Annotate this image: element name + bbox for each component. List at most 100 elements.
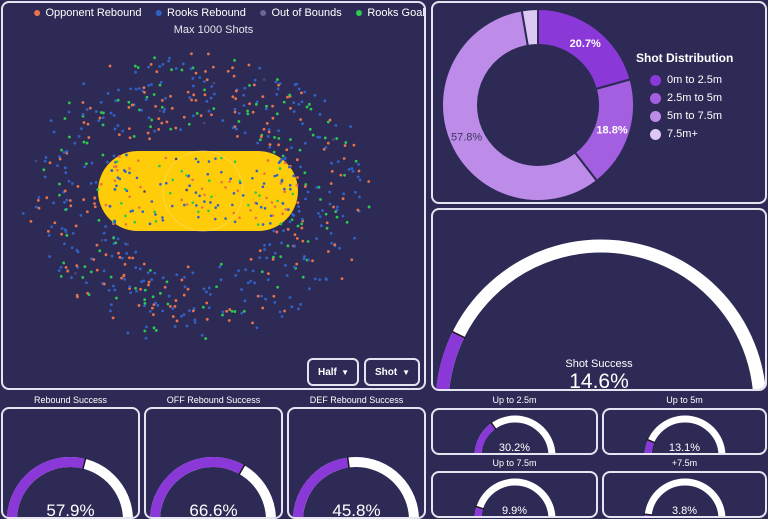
shot-point: [212, 66, 215, 69]
shot-point: [220, 181, 223, 184]
shot-point: [192, 309, 195, 312]
shot-point: [268, 146, 271, 149]
shot-point: [148, 116, 151, 119]
shot-point: [255, 217, 258, 220]
shot-point: [296, 237, 299, 240]
shot-point: [292, 101, 295, 104]
shot-point: [234, 108, 237, 111]
shot-point: [271, 201, 274, 204]
shot-point: [249, 209, 252, 212]
shot-point: [289, 184, 292, 187]
shot-point: [185, 189, 188, 192]
shot-point: [292, 193, 295, 196]
shot-point: [286, 274, 289, 277]
shot-point: [143, 330, 146, 333]
shot-point: [325, 277, 328, 280]
shot-point: [139, 186, 142, 189]
rebound-success-label: Rebound Success: [1, 395, 140, 405]
shot-point: [214, 218, 217, 221]
shot-point: [35, 160, 38, 163]
shot-point: [60, 233, 63, 236]
shot-point: [116, 169, 119, 172]
shot-point: [330, 182, 333, 185]
shot-point: [90, 182, 93, 185]
over-7.5m-value: 3.8%: [604, 505, 765, 517]
half-dropdown[interactable]: Half ▼: [307, 358, 359, 386]
shot-point: [71, 182, 74, 185]
shot-point: [144, 302, 147, 305]
shot-point: [258, 256, 261, 259]
shot-point: [297, 225, 300, 228]
shot-point: [186, 203, 189, 206]
legend-item-7.5m-plus[interactable]: 7.5m+: [636, 125, 733, 143]
shot-point: [82, 113, 85, 116]
shot-point: [37, 199, 40, 202]
shot-point: [155, 220, 158, 223]
shot-point: [283, 101, 286, 104]
shot-point: [180, 315, 183, 318]
shot-point: [253, 83, 256, 86]
shot-point: [330, 162, 333, 165]
shot-point: [76, 249, 79, 252]
shot-point: [203, 287, 206, 290]
shot-point: [121, 130, 124, 133]
shot-point: [260, 295, 263, 298]
shot-point: [153, 130, 156, 133]
shot-point: [279, 182, 282, 185]
shot-point: [93, 202, 96, 205]
shot-point: [117, 124, 120, 127]
shot-point: [196, 112, 199, 115]
shot-point: [210, 113, 213, 116]
shot-point: [294, 233, 297, 236]
shot-point: [131, 257, 134, 260]
shot-point: [158, 109, 161, 112]
legend-item-5-7.5m[interactable]: 5m to 7.5m: [636, 107, 733, 125]
shot-point: [129, 291, 132, 294]
shot-point: [154, 105, 157, 108]
shot-point: [114, 179, 117, 182]
shot-point: [299, 118, 302, 121]
shot-point: [329, 119, 332, 122]
donut-slice-label: 20.7%: [570, 38, 601, 50]
shot-point: [281, 179, 284, 182]
shot-point: [314, 94, 317, 97]
shot-point: [58, 194, 61, 197]
shot-point: [350, 258, 353, 261]
shot-point: [263, 182, 266, 185]
shot-point: [209, 293, 212, 296]
shot-point: [279, 310, 282, 313]
shot-point: [98, 249, 101, 252]
shot-point: [147, 271, 150, 274]
shot-point: [208, 179, 211, 182]
legend-item-0-2.5m[interactable]: 0m to 2.5m: [636, 71, 733, 89]
shot-point: [207, 209, 210, 212]
shot-type-dropdown[interactable]: Shot ▼: [364, 358, 420, 386]
shot-point: [121, 257, 124, 260]
shot-point: [288, 166, 291, 169]
def-rebound-success-label: DEF Rebound Success: [287, 395, 426, 405]
shot-point: [318, 278, 321, 281]
shot-point: [286, 96, 289, 99]
shot-point: [332, 206, 335, 209]
shot-point: [301, 218, 304, 221]
legend-swatch: [650, 75, 661, 86]
shot-point: [290, 146, 293, 149]
up-to-2.5m-panel: Up to 2.5m 30.2%: [431, 408, 598, 455]
shot-point: [324, 137, 327, 140]
shot-point: [192, 115, 195, 118]
shot-point: [267, 272, 270, 275]
donut-slice-label: 18.8%: [596, 125, 627, 137]
shot-point: [303, 91, 306, 94]
shot-point: [82, 198, 85, 201]
shot-point: [105, 253, 108, 256]
shot-point: [277, 137, 280, 140]
shot-point: [68, 136, 71, 139]
shot-point: [124, 263, 127, 266]
shot-point: [64, 190, 67, 193]
shot-point: [161, 216, 164, 219]
shot-point: [96, 269, 99, 272]
shot-point: [261, 95, 264, 98]
shot-point: [258, 67, 261, 70]
legend-item-2.5-5m[interactable]: 2.5m to 5m: [636, 89, 733, 107]
shot-point: [294, 83, 297, 86]
